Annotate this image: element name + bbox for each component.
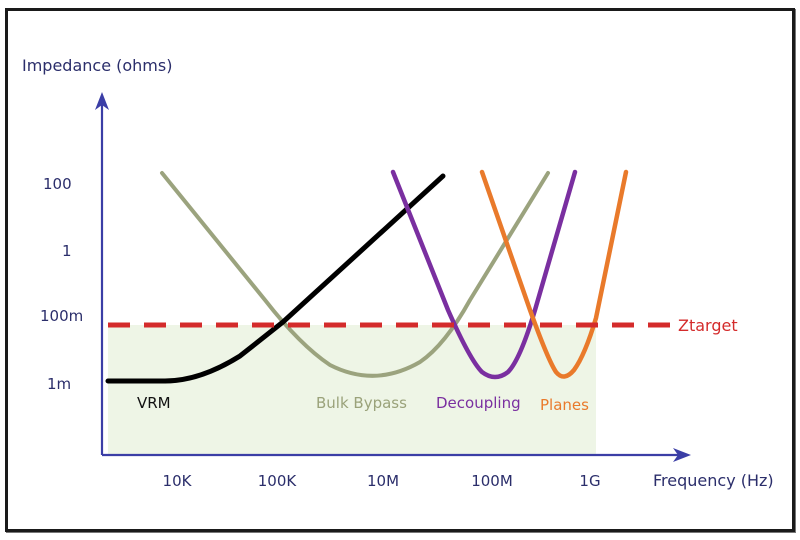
y-tick-label: 100 bbox=[43, 175, 72, 193]
y-axis-label: Impedance (ohms) bbox=[22, 56, 172, 75]
series-line-bulk-bypass bbox=[160, 171, 550, 378]
series-line-vrm bbox=[105, 173, 446, 384]
x-tick-label: 100M bbox=[471, 472, 513, 490]
y-axis-arrow-icon bbox=[95, 92, 109, 110]
series-line-planes bbox=[479, 169, 629, 379]
x-axis-label: Frequency (Hz) bbox=[653, 471, 774, 490]
x-axis-arrow-icon bbox=[673, 448, 691, 462]
y-tick-label: 100m bbox=[40, 307, 83, 325]
series-label-bulk-bypass: Bulk Bypass bbox=[316, 394, 407, 412]
y-tick-label: 1m bbox=[47, 375, 71, 393]
x-tick-label: 100K bbox=[258, 472, 298, 490]
x-tick-label: 1G bbox=[579, 472, 600, 490]
series-line-decoupling bbox=[390, 169, 578, 380]
x-tick-label: 10K bbox=[163, 472, 193, 490]
x-tick-label: 10M bbox=[367, 472, 399, 490]
ztarget-label: Ztarget bbox=[678, 316, 738, 335]
y-tick-label: 1 bbox=[62, 242, 72, 260]
series-label-decoupling: Decoupling bbox=[436, 394, 521, 412]
series-label-planes: Planes bbox=[540, 396, 589, 414]
series-label-vrm: VRM bbox=[137, 394, 171, 412]
